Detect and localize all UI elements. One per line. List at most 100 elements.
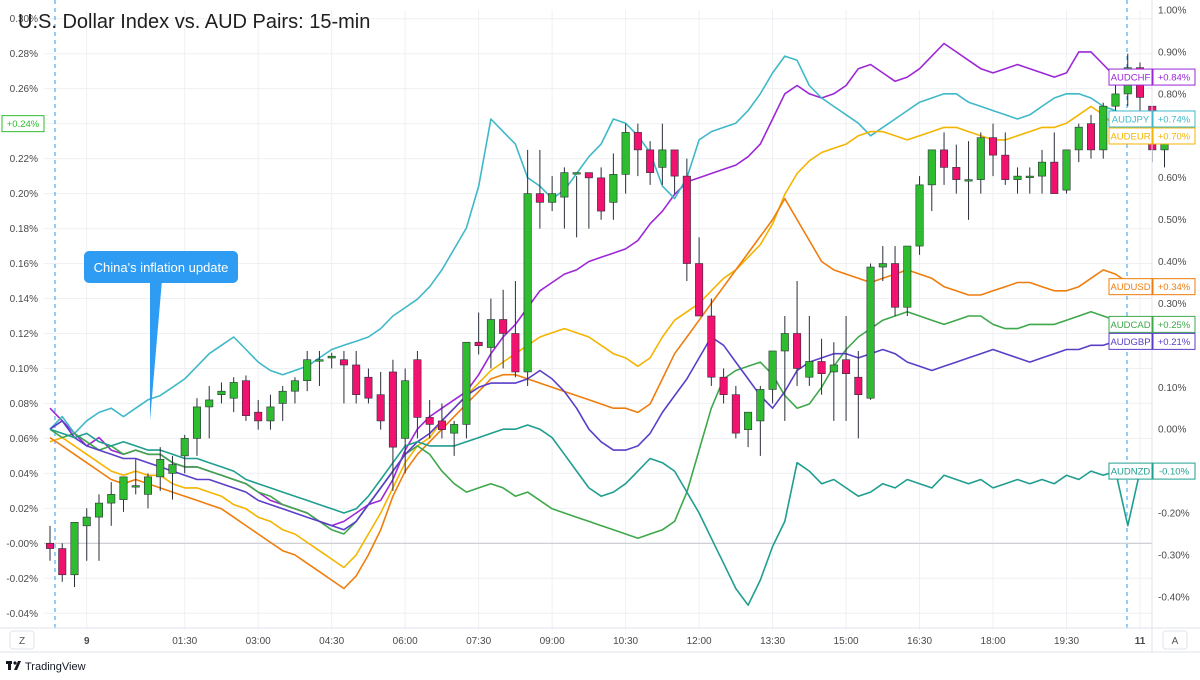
series-line-audeur	[49, 105, 1140, 569]
right-axis-tick-label: -0.40%	[1158, 592, 1190, 603]
zoom-button-frame[interactable]	[9, 630, 35, 650]
candle-body-down	[584, 172, 593, 179]
candle	[658, 123, 667, 185]
x-axis-tick-label: 16:30	[907, 636, 932, 647]
candle-body-up	[486, 319, 495, 348]
series-value-text: +0.25%	[1158, 320, 1191, 331]
candle	[266, 394, 275, 430]
candle-body-up	[976, 137, 985, 180]
candle	[1038, 149, 1047, 194]
series-value-text: -0.10%	[1159, 467, 1190, 478]
series-value-tag	[1152, 332, 1196, 350]
left-axis-tick-label: 0.20%	[10, 189, 38, 200]
left-current-value-text: +0.24%	[7, 119, 40, 130]
candle	[290, 377, 299, 404]
series-value-tag	[1152, 315, 1196, 333]
candle-body-up	[1013, 175, 1022, 180]
series-line-audusd	[49, 197, 1141, 590]
candle	[817, 338, 826, 395]
candle	[621, 123, 630, 194]
candle	[523, 149, 532, 386]
candle	[107, 482, 116, 526]
candle	[927, 149, 936, 212]
candle-body-down	[376, 394, 385, 422]
left-axis-tick-label: 0.06%	[10, 434, 38, 445]
candle	[1001, 132, 1010, 185]
candle-body-up	[180, 438, 189, 457]
candle	[437, 403, 446, 439]
candle-body-down	[633, 132, 642, 151]
candle-body-up	[866, 266, 875, 399]
candle	[1074, 123, 1083, 163]
candle	[156, 447, 165, 491]
left-axis-tick-label: 0.08%	[10, 399, 38, 410]
right-axis-tick-label: 0.90%	[1158, 47, 1186, 58]
series-badge-audeur: AUDEUR +0.70%	[1108, 127, 1196, 145]
candle-body-up	[548, 193, 557, 203]
candle	[388, 359, 397, 491]
candle-body-down	[425, 417, 434, 425]
candle	[719, 368, 728, 404]
candle	[560, 167, 569, 229]
auto-scale-button-label[interactable]: A	[1172, 636, 1179, 647]
series-value-text: +0.70%	[1158, 131, 1191, 142]
auto-scale-button[interactable]: A	[1162, 630, 1188, 650]
candle-body-down	[535, 193, 544, 203]
left-axis-tick-label: 0.12%	[10, 329, 38, 340]
auto-scale-button-frame[interactable]	[1162, 630, 1188, 650]
candle-body-down	[58, 548, 67, 576]
left-axis-tick-label: 0.26%	[10, 84, 38, 95]
x-axis-tick-label: 15:00	[834, 636, 859, 647]
zoom-button-label[interactable]: Z	[19, 636, 25, 647]
candle-body-down	[254, 411, 263, 422]
right-axis-tick-label: 0.40%	[1158, 257, 1186, 268]
candle	[327, 352, 336, 369]
candle	[878, 246, 887, 282]
candle	[1050, 132, 1059, 194]
annotation-callout: China's inflation update	[84, 251, 238, 421]
candle-body-up	[927, 149, 936, 186]
candle	[413, 350, 422, 439]
series-name-tag	[1108, 110, 1153, 128]
candle	[94, 494, 103, 561]
series-name-text: AUDCHF	[1111, 73, 1151, 84]
candle-body-down	[682, 175, 691, 264]
series-value-tag	[1152, 110, 1196, 128]
right-axis-tick-label: 0.60%	[1158, 173, 1186, 184]
candle-body-up	[450, 424, 459, 434]
series-name-text: AUDNZD	[1111, 467, 1151, 478]
candle	[315, 350, 324, 386]
series-name-text: AUDEUR	[1110, 131, 1150, 142]
candle	[131, 459, 140, 495]
series-badges: AUDCHF +0.84% AUDJPY +0.74% AUDEUR +0.70% AUDU…	[1, 68, 1196, 480]
candle	[584, 172, 593, 229]
annotation-box	[84, 251, 238, 283]
candle-body-down	[707, 315, 716, 378]
series-line-audcad	[49, 310, 1140, 540]
series-value-text: +0.21%	[1158, 337, 1191, 348]
x-axis-tick-label: 07:30	[466, 636, 491, 647]
candle-body-down	[989, 137, 998, 156]
series-name-text: AUDJPY	[1112, 114, 1150, 125]
candle	[474, 312, 483, 355]
right-axis-tick-label: -0.30%	[1158, 550, 1190, 561]
x-axis-tick-label: 04:30	[319, 636, 344, 647]
candle-body-down	[339, 359, 348, 366]
candle-body-up	[744, 411, 753, 430]
candle-body-down	[891, 263, 900, 308]
x-axis-tick-label: 01:30	[172, 636, 197, 647]
x-axis-tick-label: 09:00	[540, 636, 565, 647]
candle-body-down	[719, 376, 728, 395]
series-name-tag	[1108, 315, 1153, 333]
candle-body-down	[1050, 161, 1059, 194]
candle-body-up	[131, 485, 140, 488]
candle	[450, 420, 459, 456]
candle-body-down	[413, 359, 422, 418]
candle-body-up	[327, 355, 336, 359]
candle	[1087, 114, 1096, 159]
zoom-button[interactable]: Z	[9, 630, 35, 650]
candle-body-up	[192, 406, 201, 439]
